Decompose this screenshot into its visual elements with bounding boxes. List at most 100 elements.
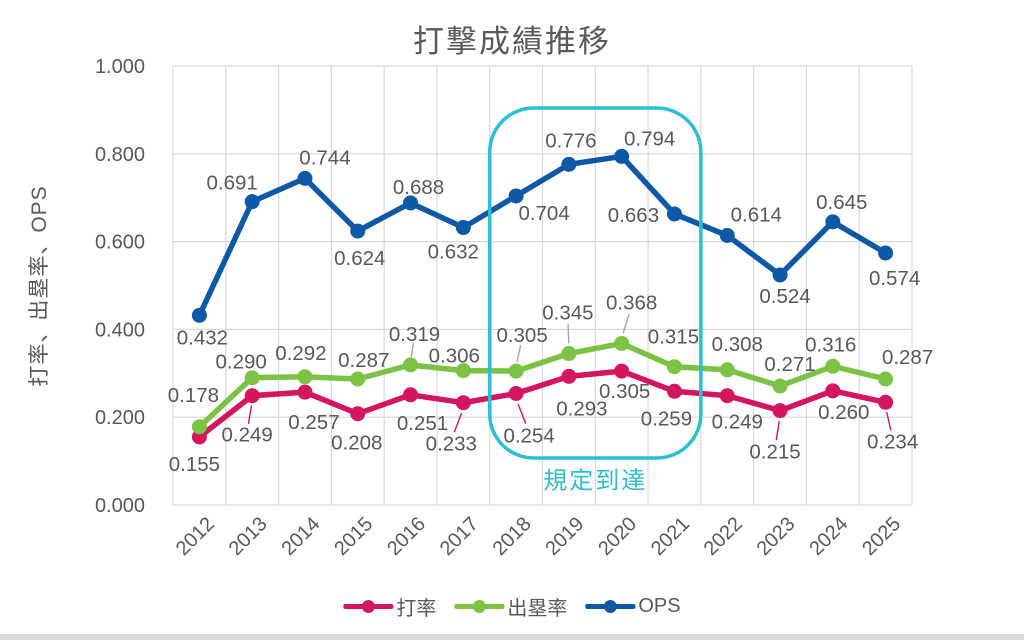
data-point-on-base-percentage-2012 [191, 419, 207, 435]
series-line-ops [196, 153, 889, 319]
data-point-on-base-percentage-2020 [614, 335, 630, 351]
data-point-batting-average-2019 [561, 368, 577, 384]
line-marker-icon [343, 600, 394, 613]
leader-line [453, 412, 463, 433]
data-label-on-base-percentage-2023: 0.271 [764, 353, 815, 376]
qualification-highlight-box [487, 106, 703, 460]
data-point-on-base-percentage-2022 [719, 362, 735, 378]
legend-label: 打率 [396, 598, 437, 620]
data-label-batting-average-2012: 0.155 [169, 453, 220, 476]
data-point-ops-2021 [666, 206, 682, 222]
leader-line [775, 420, 780, 441]
x-tick-label: 2024 [805, 513, 852, 560]
data-point-batting-average-2023 [772, 403, 788, 419]
data-label-ops-2013: 0.691 [207, 172, 258, 195]
data-label-ops-2022: 0.614 [731, 203, 782, 226]
data-point-ops-2017 [455, 220, 471, 236]
legend-item-batting-average: 打率 [343, 592, 436, 621]
series-line-batting-average [196, 368, 889, 440]
y-tick-label: 0.800 [95, 144, 145, 166]
x-tick-label: 2022 [700, 513, 747, 560]
data-point-ops-2022 [719, 227, 735, 243]
y-tick-label: 1.000 [95, 56, 145, 78]
data-point-on-base-percentage-2013 [244, 370, 260, 386]
data-label-batting-average-2016: 0.251 [397, 412, 448, 435]
data-label-batting-average-2018: 0.254 [503, 424, 554, 447]
data-point-ops-2012 [191, 307, 207, 323]
data-point-batting-average-2013 [244, 388, 260, 404]
y-tick-label: 0.000 [95, 495, 145, 517]
data-label-on-base-percentage-2018: 0.305 [496, 324, 547, 347]
data-label-batting-average-2014: 0.257 [288, 411, 339, 434]
data-point-batting-average-2024 [825, 383, 841, 399]
legend-item-on-base-percentage: 出塁率 [454, 592, 567, 621]
x-tick-label: 2023 [753, 513, 800, 560]
data-label-ops-2015: 0.624 [334, 247, 385, 270]
y-tick-label: 0.400 [95, 319, 145, 341]
leader-line [516, 345, 522, 363]
data-label-ops-2016: 0.688 [393, 176, 444, 199]
line-marker-icon [585, 600, 636, 613]
leader-line [410, 342, 415, 358]
data-label-ops-2014: 0.744 [299, 146, 350, 169]
data-point-on-base-percentage-2016 [403, 357, 419, 373]
x-tick-label: 2025 [858, 513, 905, 560]
data-point-ops-2013 [244, 194, 260, 210]
legend-label: OPS [638, 595, 681, 617]
data-label-batting-average-2019: 0.293 [556, 397, 607, 420]
data-point-on-base-percentage-2017 [455, 363, 471, 379]
data-label-batting-average-2013: 0.249 [222, 424, 273, 447]
data-point-on-base-percentage-2025 [878, 371, 894, 387]
data-point-ops-2024 [825, 214, 841, 230]
data-label-batting-average-2022: 0.249 [712, 411, 763, 434]
data-point-ops-2016 [403, 195, 419, 211]
x-tick-label: 2018 [489, 513, 536, 560]
data-point-on-base-percentage-2021 [666, 359, 682, 375]
data-label-on-base-percentage-2025: 0.287 [882, 346, 933, 369]
data-label-ops-2019: 0.776 [545, 129, 596, 152]
data-label-batting-average-2017: 0.233 [426, 433, 477, 456]
data-label-on-base-percentage-2020: 0.368 [606, 291, 657, 314]
line-marker-icon [454, 600, 505, 613]
x-tick-label: 2019 [541, 513, 588, 560]
data-label-ops-2025: 0.574 [869, 267, 920, 290]
data-point-batting-average-2015 [350, 406, 366, 422]
data-point-on-base-percentage-2014 [297, 369, 313, 385]
data-label-batting-average-2025: 0.234 [867, 430, 918, 453]
leader-line [517, 403, 527, 424]
x-tick-label: 2020 [594, 513, 641, 560]
data-label-ops-2012: 0.432 [177, 326, 228, 349]
y-tick-label: 0.200 [95, 407, 145, 429]
data-label-on-base-percentage-2024: 0.316 [805, 333, 856, 356]
data-point-on-base-percentage-2024 [825, 358, 841, 374]
data-label-batting-average-2021: 0.259 [641, 407, 692, 430]
data-label-on-base-percentage-2015: 0.287 [338, 349, 389, 372]
annotation-label: 規定到達 [543, 467, 648, 495]
x-tick-label: 2021 [647, 513, 694, 560]
data-point-on-base-percentage-2015 [350, 371, 366, 387]
x-tick-label: 2015 [330, 513, 377, 560]
data-label-on-base-percentage-2019: 0.345 [542, 302, 593, 325]
y-tick-label: 0.600 [95, 232, 145, 254]
window-bottom-edge [0, 634, 1024, 640]
x-tick-label: 2017 [436, 513, 483, 560]
data-point-on-base-percentage-2019 [561, 346, 577, 362]
data-label-on-base-percentage-2012: 0.178 [168, 384, 219, 407]
data-point-batting-average-2021 [666, 383, 682, 399]
legend-label: 出塁率 [507, 598, 568, 620]
data-point-ops-2025 [878, 245, 894, 261]
data-label-on-base-percentage-2016: 0.319 [389, 323, 440, 346]
data-point-batting-average-2017 [455, 395, 471, 411]
series-line-on-base-percentage [196, 340, 889, 430]
data-label-ops-2024: 0.645 [816, 191, 867, 214]
data-point-on-base-percentage-2023 [772, 378, 788, 394]
data-point-batting-average-2022 [719, 388, 735, 404]
leader-line [622, 313, 630, 334]
legend: 打率 出塁率 OPS [343, 592, 681, 621]
data-label-on-base-percentage-2022: 0.308 [712, 333, 763, 356]
data-label-ops-2021: 0.663 [608, 204, 659, 227]
data-label-ops-2023: 0.524 [759, 285, 810, 308]
data-label-on-base-percentage-2017: 0.306 [429, 345, 480, 368]
